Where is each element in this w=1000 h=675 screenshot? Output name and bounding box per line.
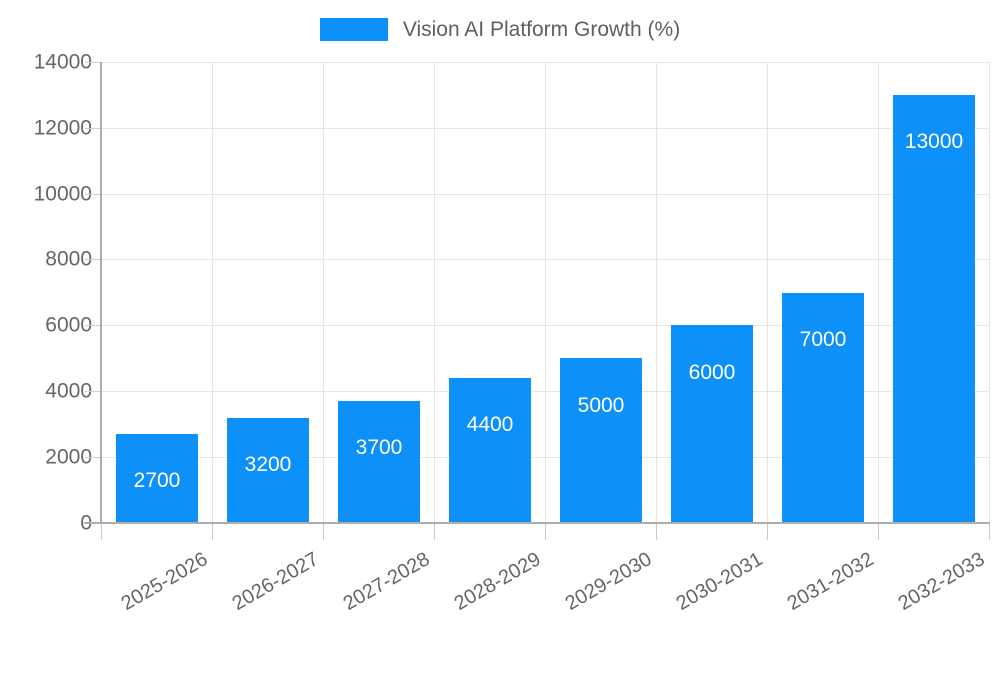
y-tick-label-0: 0: [8, 513, 92, 534]
bar-value-2027-2028: 3700: [355, 436, 403, 459]
bar-value-2028-2029: 4400: [466, 413, 514, 436]
bar-value-2029-2030: 5000: [577, 394, 625, 417]
x-tick-label-2030-2031: 2030-2031: [672, 548, 767, 616]
gridline-x-1: [212, 62, 213, 523]
y-tick-label-8000: 8000: [45, 247, 92, 271]
x-tick-label-2027-2028: 2027-2028: [339, 548, 434, 616]
x-axis-line: [84, 522, 990, 524]
y-tick-label-10000: 10000: [33, 182, 92, 206]
chart-legend: Vision AI Platform Growth (%): [0, 10, 1000, 48]
gridline-x-4: [545, 62, 546, 523]
gridline-x-7: [878, 62, 879, 523]
y-axis-line: [100, 62, 102, 524]
plot-area: 2700 3200 3700 4400 5000 6000 7000 13000: [101, 62, 990, 523]
bar-2031-2032[interactable]: [782, 292, 864, 523]
x-tick-label-2031-2032: 2031-2032: [783, 548, 878, 616]
y-axis-labels: 14000 12000 10000 8000 6000 4000 2000 0: [0, 0, 92, 600]
legend-label-vision-ai-platform-growth[interactable]: Vision AI Platform Growth (%): [402, 17, 681, 41]
x-tick-label-2026-2027: 2026-2027: [228, 548, 323, 616]
bar-2030-2031[interactable]: [671, 325, 753, 523]
gridline-x-5: [656, 62, 657, 523]
y-tick-label-4000: 4000: [45, 379, 92, 403]
x-tick-label-2028-2029: 2028-2029: [450, 548, 545, 616]
bar-value-2031-2032: 7000: [799, 328, 847, 351]
bar-2029-2030[interactable]: [560, 358, 642, 523]
bar-chart: Vision AI Platform Growth (%) 14000 1200…: [0, 0, 1000, 616]
legend-swatch-vision-ai-platform-growth[interactable]: [319, 17, 388, 41]
bar-value-2025-2026: 2700: [133, 469, 181, 492]
y-tick-label-2000: 2000: [45, 445, 92, 469]
gridline-x-3: [434, 62, 435, 523]
gridline-x-2: [323, 62, 324, 523]
bar-2025-2026[interactable]: [116, 434, 198, 523]
gridline-x-6: [767, 62, 768, 523]
y-tick-label-6000: 6000: [45, 313, 92, 337]
bar-2032-2033[interactable]: [893, 94, 975, 523]
x-tick-label-2032-2033: 2032-2033: [894, 548, 989, 616]
bar-2028-2029[interactable]: [449, 378, 531, 523]
bar-value-2026-2027: 3200: [244, 453, 292, 476]
bar-2027-2028[interactable]: [338, 401, 420, 523]
bar-value-2030-2031: 6000: [688, 361, 736, 384]
x-tick-label-2029-2030: 2029-2030: [561, 548, 656, 616]
bar-value-2032-2033: 13000: [904, 130, 964, 153]
bar-2026-2027[interactable]: [227, 417, 309, 523]
y-tick-label-14000: 14000: [33, 50, 92, 74]
gridline-x-8: [989, 62, 990, 523]
y-tick-label-12000: 12000: [33, 116, 92, 140]
